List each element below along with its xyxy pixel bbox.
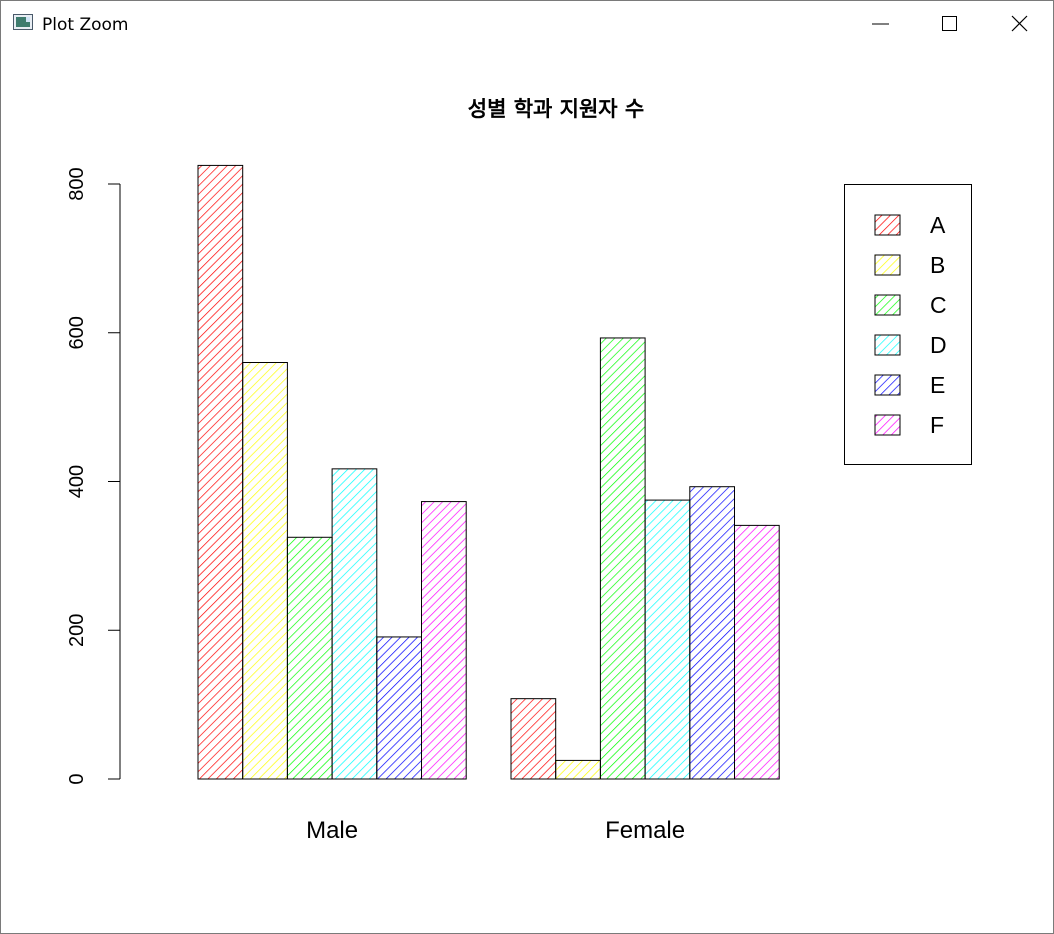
minimize-icon [872, 23, 889, 25]
plot-app-icon [13, 14, 33, 30]
maximize-icon [942, 16, 957, 31]
legend-box [844, 184, 972, 465]
x-category-label: Male [306, 817, 358, 844]
window-title: Plot Zoom [42, 15, 129, 35]
close-icon [1011, 15, 1028, 32]
bar-female-a [510, 698, 557, 780]
legend-label-b: B [930, 252, 945, 278]
legend-swatch-b [874, 254, 901, 276]
bar-female-e [689, 486, 735, 780]
bar-male-c [286, 536, 333, 780]
y-tick-label: 200 [66, 614, 88, 647]
legend-label-e: E [930, 372, 945, 398]
x-axis-labels: Male Female [306, 817, 685, 844]
legend-label-f: F [930, 412, 944, 438]
minimize-button[interactable] [847, 1, 913, 47]
bar-female-b [555, 759, 601, 780]
bar-male-a [197, 164, 244, 780]
legend-swatch-a [874, 214, 901, 236]
legend-swatch-e [874, 374, 901, 396]
legend-label-a: A [930, 212, 946, 238]
close-button[interactable] [985, 1, 1051, 47]
title-bar[interactable]: Plot Zoom [1, 1, 1053, 47]
bar-male-b [242, 362, 288, 780]
legend-swatch-c [874, 294, 901, 316]
y-axis: 0 200 400 600 800 [66, 167, 121, 785]
bar-male-d [331, 468, 378, 780]
legend-label-c: C [930, 292, 947, 318]
legend-swatch-f [874, 414, 901, 436]
bars-group [197, 164, 780, 780]
bar-male-e [376, 636, 422, 780]
y-tick-label: 400 [66, 465, 88, 498]
legend-label-d: D [930, 332, 947, 358]
x-category-label: Female [605, 817, 685, 844]
bar-female-c [599, 337, 646, 780]
chart-title: 성별 학과 지원자 수 [468, 97, 645, 121]
y-tick-label: 0 [66, 773, 88, 784]
bar-female-f [734, 524, 780, 780]
y-tick-label: 800 [66, 167, 88, 200]
bar-female-d [644, 499, 691, 780]
legend-swatch-d [874, 334, 901, 356]
y-tick-label: 600 [66, 316, 88, 349]
bar-male-f [421, 501, 467, 780]
maximize-button[interactable] [915, 1, 981, 47]
